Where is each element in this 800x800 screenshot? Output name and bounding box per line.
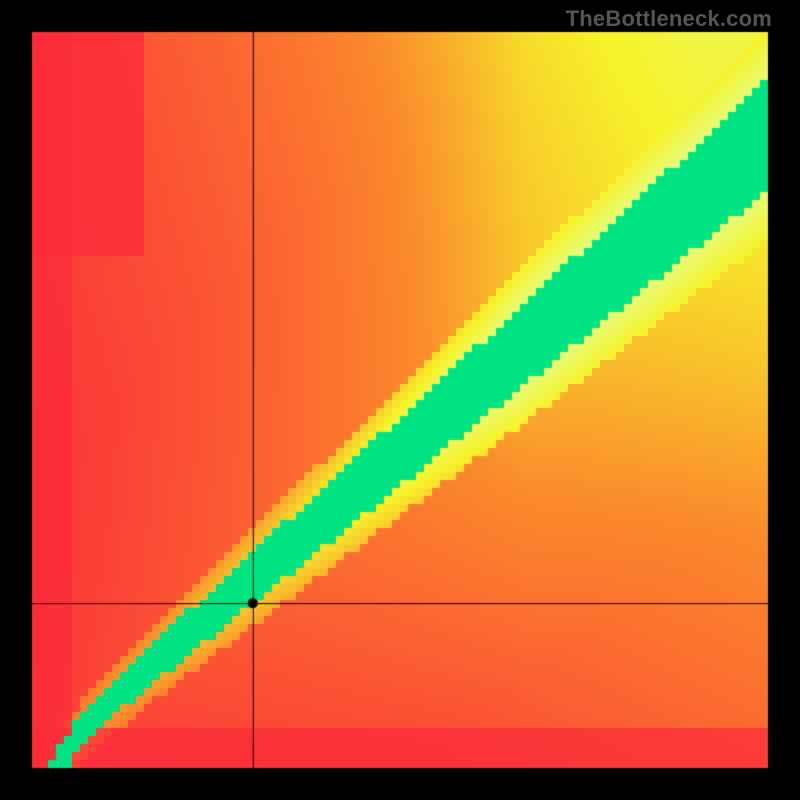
chart-container: TheBottleneck.com xyxy=(0,0,800,800)
watermark-text: TheBottleneck.com xyxy=(566,6,772,32)
heatmap-canvas xyxy=(0,0,800,800)
